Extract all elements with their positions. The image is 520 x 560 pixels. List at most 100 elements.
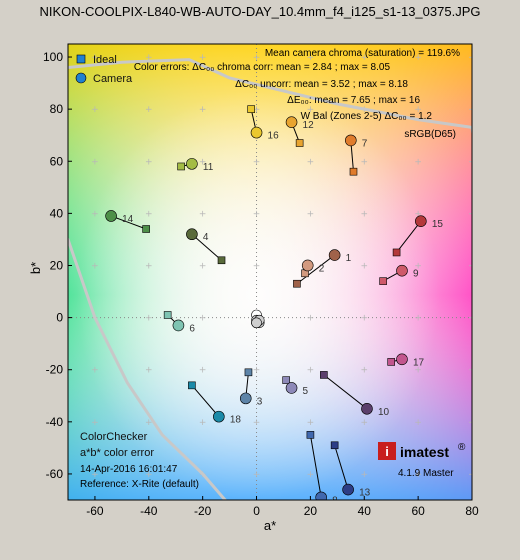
- grid-plus: +: [307, 157, 315, 167]
- y-axis-label: b*: [28, 262, 43, 274]
- ideal-point-4: [217, 256, 226, 265]
- logo-mark: [378, 442, 396, 460]
- x-tick-label: -40: [140, 504, 158, 518]
- grid-plus: +: [360, 314, 368, 324]
- x-tick-label: 20: [304, 504, 318, 518]
- grid-plus: +: [145, 157, 153, 167]
- grid-plus: +: [360, 53, 368, 63]
- camera-point-7: [344, 134, 357, 147]
- error-vector-8: [309, 434, 322, 498]
- ideal-point-3: [244, 368, 253, 377]
- grid-plus: +: [145, 366, 153, 376]
- camera-point-14: [105, 210, 117, 222]
- logo-name: imatest: [400, 444, 449, 460]
- patch-label-5: 5: [303, 386, 309, 397]
- grid-plus: +: [468, 157, 476, 167]
- grid-plus: +: [468, 209, 476, 219]
- y-tick-label: 100: [43, 50, 63, 64]
- error-vector-1: [296, 254, 335, 285]
- error-annotations: Mean camera chroma (saturation) = 119.6%…: [134, 48, 460, 140]
- grid-plus: +: [307, 314, 315, 324]
- grid-plus: +: [468, 366, 476, 376]
- patch-label-8: 8: [332, 495, 338, 506]
- patch-label-18: 18: [230, 415, 242, 426]
- error-vector-15: [396, 220, 422, 253]
- annotation-chroma-corr: Color errors: ΔC₀₀ chroma corr: mean = 2…: [134, 62, 391, 73]
- info-reference: Reference: X-Rite (default): [80, 479, 199, 490]
- ideal-point-16: [247, 105, 255, 113]
- grid-plus: +: [199, 53, 207, 63]
- grid-plus: +: [307, 470, 315, 480]
- y-tick-label: 60: [50, 154, 64, 168]
- ideal-point-17: [387, 358, 396, 366]
- x-tick-label: 80: [465, 504, 479, 518]
- grid-plus: +: [145, 470, 153, 480]
- camera-point-4: [186, 228, 198, 241]
- grid-plus: +: [145, 261, 153, 271]
- grid-plus: +: [414, 209, 422, 219]
- patch-label-15: 15: [432, 219, 444, 230]
- info-timestamp: 14-Apr-2016 16:01:47: [80, 464, 178, 475]
- camera-point-18: [213, 410, 225, 423]
- logo-mark-letter: i: [385, 444, 389, 459]
- grid-plus: +: [414, 53, 422, 63]
- camera-point-11: [186, 158, 198, 170]
- grid-plus: +: [468, 470, 476, 480]
- ideal-point-11: [177, 162, 185, 171]
- ideal-point-7: [349, 167, 358, 176]
- grid-plus: +: [468, 418, 476, 428]
- y-tick-label: -20: [46, 363, 64, 377]
- patch-label-3: 3: [257, 396, 263, 407]
- y-tick-label: 80: [50, 102, 64, 116]
- patch-label-12: 12: [303, 120, 315, 131]
- camera-point-5: [285, 382, 298, 394]
- chart-title: NIKON-COOLPIX-L840-WB-AUTO-DAY_10.4mm_f4…: [39, 4, 481, 19]
- grid-plus: +: [91, 209, 99, 219]
- grid-plus: +: [414, 261, 422, 271]
- patch-label-7: 7: [362, 138, 368, 149]
- ideal-point-18: [188, 381, 196, 390]
- patch-label-14: 14: [122, 214, 134, 225]
- camera-point-8: [315, 491, 327, 500]
- patch-label-1: 1: [346, 253, 352, 264]
- annotation-chroma: Mean camera chroma (saturation) = 119.6%: [265, 48, 460, 59]
- camera-point-6: [172, 319, 185, 332]
- grid-plus: +: [253, 53, 261, 63]
- ideal-point-1: [293, 279, 301, 288]
- error-vector-14: [110, 215, 147, 230]
- grid-plus: +: [307, 53, 315, 63]
- srgb-label: sRGB(D65): [404, 129, 456, 140]
- grid-plus: +: [91, 366, 99, 376]
- legend-ideal-marker: [76, 54, 86, 64]
- grid-plus: +: [307, 105, 315, 115]
- grid-plus: +: [145, 209, 153, 219]
- grid-plus: +: [360, 157, 368, 167]
- logo-registered: ®: [458, 442, 466, 453]
- ideal-point-15: [392, 248, 401, 257]
- y-tick-label: -40: [46, 415, 64, 429]
- legend: Ideal Camera: [75, 54, 133, 85]
- x-tick-label: -60: [86, 504, 104, 518]
- error-vector-4: [191, 233, 222, 261]
- ideal-point-5: [282, 376, 290, 384]
- grid-plus: +: [145, 53, 153, 63]
- camera-point-3: [239, 392, 252, 405]
- grid-plus: +: [145, 105, 153, 115]
- y-tick-label: 0: [56, 311, 63, 325]
- grid-plus: +: [253, 157, 261, 167]
- grid-plus: +: [468, 314, 476, 324]
- ideal-point-14: [142, 225, 150, 233]
- grid-plus: +: [253, 105, 261, 115]
- plot-frame: [67, 43, 473, 501]
- ideal-point-12: [295, 139, 304, 147]
- patch-label-6: 6: [189, 323, 195, 334]
- patch-label-13: 13: [359, 488, 371, 499]
- grid-plus: +: [468, 261, 476, 271]
- legend-ideal-label: Ideal: [93, 54, 117, 66]
- camera-point-9: [396, 264, 408, 277]
- patch-label-11: 11: [203, 162, 214, 173]
- ideal-point-6: [163, 311, 172, 319]
- grid-plus: +: [91, 53, 99, 63]
- logo-version: 4.1.9 Master: [398, 468, 454, 479]
